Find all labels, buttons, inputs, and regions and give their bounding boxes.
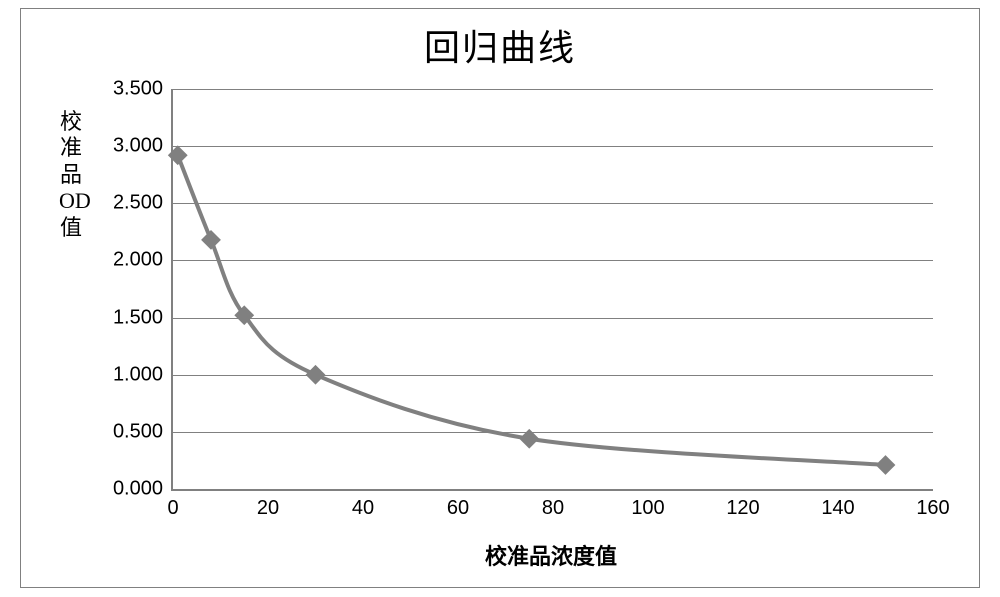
x-tick-label: 100	[631, 489, 664, 520]
y-tick-label: 0.500	[83, 420, 173, 443]
data-marker	[876, 455, 896, 475]
regression-line	[178, 155, 886, 465]
x-tick-label: 80	[542, 489, 564, 520]
y-tick-label: 1.000	[83, 363, 173, 386]
chart-svg	[173, 89, 933, 489]
y-tick-label: 2.000	[83, 249, 173, 272]
y-tick-label: 0.000	[83, 478, 173, 501]
y-tick-label: 3.000	[83, 135, 173, 158]
x-tick-label: 20	[257, 489, 279, 520]
gridline	[173, 203, 933, 204]
x-tick-label: 60	[447, 489, 469, 520]
gridline	[173, 432, 933, 433]
y-tick-label: 2.500	[83, 192, 173, 215]
gridline	[173, 375, 933, 376]
x-axis-label: 校准品浓度值	[171, 539, 931, 571]
x-tick-label: 160	[916, 489, 949, 520]
gridline	[173, 260, 933, 261]
y-tick-label: 1.500	[83, 306, 173, 329]
data-marker	[201, 230, 221, 250]
plot-area: 0.0000.5001.0001.5002.0002.5003.0003.500…	[171, 89, 933, 491]
gridline	[173, 318, 933, 319]
x-tick-label: 0	[167, 489, 178, 520]
x-tick-label: 140	[821, 489, 854, 520]
gridline	[173, 89, 933, 90]
chart-container: 回归曲线 校准品OD值 0.0000.5001.0001.5002.0002.5…	[20, 8, 980, 588]
x-tick-label: 120	[726, 489, 759, 520]
y-tick-label: 3.500	[83, 78, 173, 101]
gridline	[173, 146, 933, 147]
chart-title: 回归曲线	[21, 19, 979, 71]
x-tick-label: 40	[352, 489, 374, 520]
y-axis-label: 校准品OD值	[59, 109, 83, 241]
